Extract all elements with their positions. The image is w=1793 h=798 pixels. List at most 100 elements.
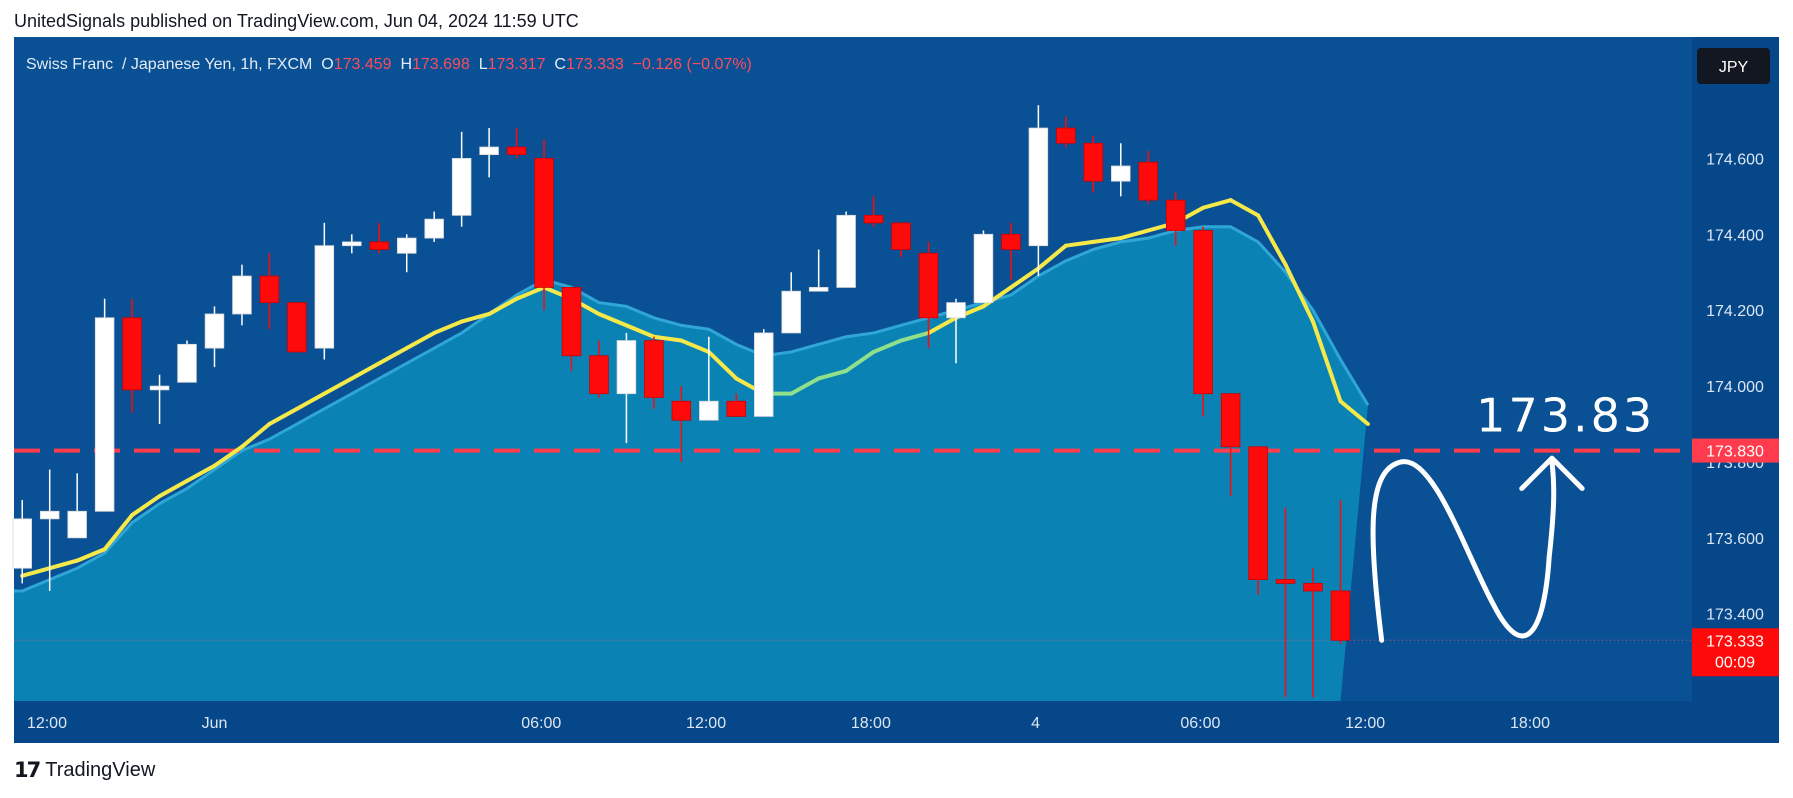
candle-body [836, 214, 856, 288]
candle-body [1001, 233, 1021, 250]
low-label: L [479, 56, 488, 73]
candle [781, 272, 801, 334]
y-tick-label: 174.600 [1706, 151, 1764, 168]
candle-body [726, 400, 747, 417]
candle [177, 340, 197, 383]
ma-segment [1338, 399, 1370, 427]
candle [149, 374, 170, 425]
ma-segment [789, 376, 821, 396]
ma-segment [102, 513, 135, 552]
symbol-label: Swiss Franc / Japanese Yen, 1h, FXCM [26, 56, 321, 73]
publisher-caption: UnitedSignals published on TradingView.c… [14, 11, 579, 31]
candle-body [1275, 579, 1296, 584]
projection-arrowhead [1519, 455, 1585, 492]
area-fill [14, 226, 1368, 701]
ma-segment [1036, 243, 1068, 271]
time-axis-panel[interactable] [14, 701, 1779, 743]
candle [1138, 150, 1158, 204]
candle [863, 196, 884, 227]
price-axis-panel[interactable] [1692, 37, 1779, 743]
low-value: 173.317 [488, 56, 555, 73]
candle [671, 386, 692, 462]
last-price-tag-label: 173.333 [1706, 633, 1764, 650]
moving-average-layer [20, 198, 1370, 578]
change-value: −0.126 (−0.07%) [633, 56, 752, 73]
candle-body [1248, 446, 1268, 580]
candle-body [506, 146, 527, 156]
ohlc-legend-text: Swiss Franc / Japanese Yen, 1h, FXCM O17… [26, 56, 752, 73]
ma-segment [157, 478, 190, 499]
candle-body [534, 158, 554, 288]
candle-body [1220, 393, 1241, 448]
candle-body [479, 146, 499, 156]
candle-body [39, 510, 60, 520]
candle-body [1330, 590, 1351, 641]
candle [1056, 116, 1076, 148]
candle-body [891, 222, 911, 250]
ma-segment [1201, 198, 1233, 210]
candle [973, 230, 994, 303]
ma-segment [487, 296, 519, 316]
candle [754, 329, 774, 417]
candle-body [67, 510, 87, 539]
candle [1001, 222, 1021, 280]
candle [506, 128, 527, 159]
candle [232, 264, 252, 326]
candle [287, 302, 307, 353]
candle-body [204, 313, 225, 349]
area-line [14, 225, 1370, 593]
ma-segment [514, 285, 547, 301]
tradingview-logo[interactable]: 𝟭𝟳 TradingView [14, 758, 155, 783]
candle-body [1111, 165, 1131, 182]
candle [1028, 105, 1049, 277]
ma-segment [1283, 262, 1316, 324]
price-axis: 174.600174.400174.200174.000173.800173.6… [1692, 151, 1779, 677]
ma-segment [981, 285, 1013, 309]
ma-segment [871, 338, 904, 354]
ma-segment [1063, 239, 1096, 248]
bar-countdown-label: 00:09 [1715, 654, 1755, 671]
projection-path [1370, 459, 1557, 643]
target-price-tag-label: 173.830 [1706, 444, 1764, 461]
tradingview-logo-icon: 𝟭𝟳 [14, 759, 41, 782]
high-value: 173.698 [412, 56, 479, 73]
candle-body [1138, 161, 1158, 201]
candle [946, 298, 966, 364]
candle [1275, 507, 1296, 698]
ma-segment [239, 422, 272, 449]
candle [479, 128, 499, 178]
y-tick-label: 174.200 [1706, 303, 1764, 320]
candle-body [287, 302, 307, 353]
y-tick-label: 173.600 [1706, 531, 1764, 548]
candle-body [177, 343, 197, 383]
candle-body [589, 355, 609, 395]
ma-segment [1311, 319, 1343, 404]
candle-body [1028, 127, 1049, 247]
ma-segment [679, 338, 711, 354]
candle-body [1083, 142, 1104, 182]
candle-body [396, 237, 417, 254]
candle [1083, 135, 1104, 193]
candle-body [424, 218, 444, 239]
x-tick-label: 18:00 [851, 715, 891, 732]
x-tick-label: 12:00 [27, 715, 67, 732]
ma-segment [596, 311, 629, 328]
candle-body [314, 245, 335, 349]
x-tick-label: 06:00 [521, 715, 561, 732]
candle-body [369, 241, 389, 250]
area-layer [14, 225, 1370, 701]
currency-badge[interactable]: JPY [1697, 48, 1770, 84]
y-tick-label: 174.000 [1706, 379, 1764, 396]
ma-segment [1228, 198, 1261, 218]
candle [94, 298, 115, 512]
candle [808, 249, 829, 292]
candle-body [699, 400, 719, 421]
candle [589, 340, 609, 398]
ma-segment [267, 406, 299, 427]
candle [12, 499, 32, 584]
annotation-layer: 173.83 [1370, 389, 1652, 643]
ma-segment [651, 334, 684, 343]
candle-body [1056, 127, 1076, 144]
candle [918, 241, 939, 349]
